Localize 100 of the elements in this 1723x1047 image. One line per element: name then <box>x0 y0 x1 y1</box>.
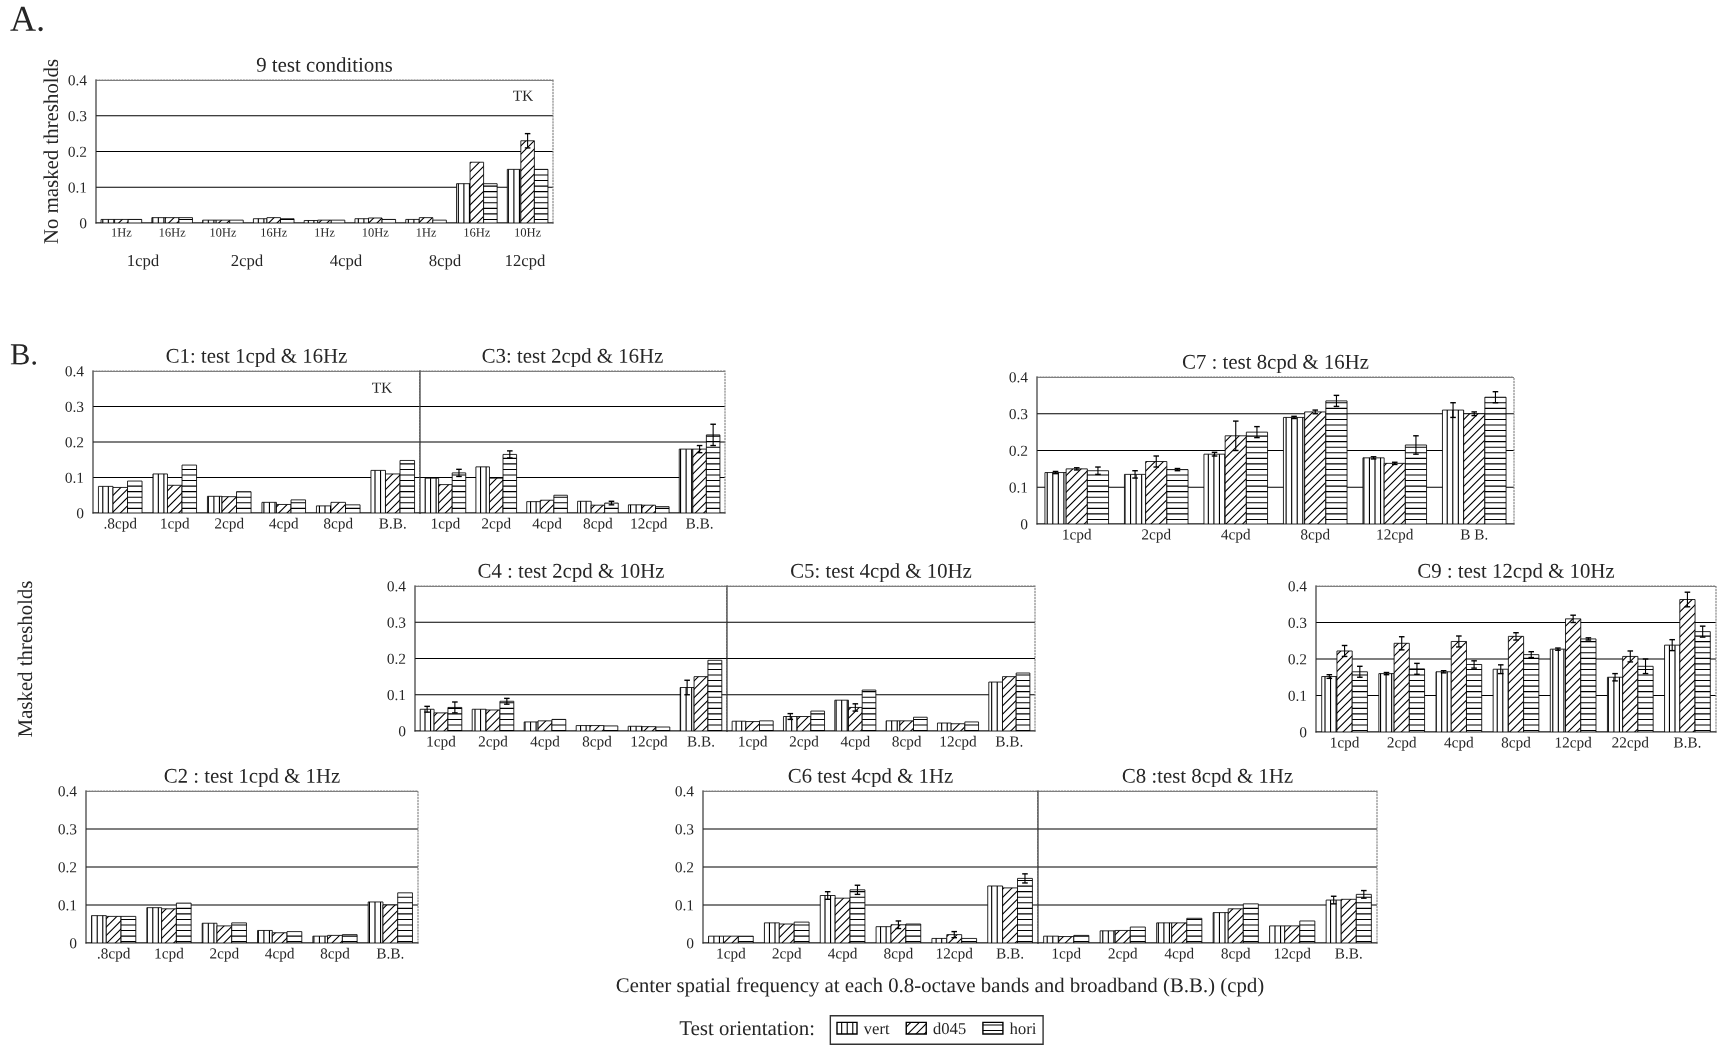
x-tick-label: 16Hz <box>159 228 186 237</box>
x-tick-label: 4cpd <box>265 947 295 962</box>
x-tick-label: 4cpd <box>532 517 562 532</box>
x-tick-label: 1Hz <box>112 228 132 237</box>
y-tick-label: 0.1 <box>387 689 406 701</box>
y-tick-label: 0.4 <box>1288 581 1307 592</box>
x-tick-label: 1Hz <box>315 228 335 237</box>
x-tick-label: B.B. <box>1673 737 1701 748</box>
y-tick-label: 0 <box>398 726 406 737</box>
x-tick-label: 2cpd <box>482 517 511 532</box>
x-tick-label: 1Hz <box>416 228 437 237</box>
y-tick-label: 0.1 <box>1009 482 1028 493</box>
y-tick-label: 0.1 <box>68 182 87 193</box>
x-tick-label: 4cpd <box>1221 528 1251 543</box>
x-tick-label: 8cpd <box>1221 947 1251 962</box>
x-tick-label: 2cpd <box>1142 528 1171 543</box>
x-tick-label: B B. <box>1460 529 1488 540</box>
y-tick-label: 0 <box>1299 727 1307 738</box>
x-tick-label: 1cpd <box>1063 528 1092 543</box>
x-tick-label: 1cpd <box>739 735 768 750</box>
y-tick-label: 0.1 <box>58 900 77 911</box>
x-tick-label: 8cpd <box>320 947 350 962</box>
y-tick-label: 0.2 <box>65 437 84 448</box>
x-tick-label: B.B. <box>379 518 406 529</box>
x-tick-label: 4cpd <box>530 735 560 750</box>
x-tick-label: 12cpd <box>1377 528 1414 543</box>
x-tick-label: 12cpd <box>631 735 668 750</box>
legend-title: Test orientation: <box>679 1021 814 1036</box>
y-tick-label: 0.3 <box>387 617 406 628</box>
y-tick-label: 0.2 <box>58 862 77 873</box>
x-tick-label: 2cpd <box>772 947 802 962</box>
text: 1cpd <box>128 254 159 270</box>
y-tick-label: 0.1 <box>65 472 84 484</box>
x-tick-label: 16Hz <box>261 228 287 237</box>
x-tick-label: 4cpd <box>828 947 858 962</box>
y-tick-label: 0.4 <box>387 581 406 592</box>
text: 4cpd <box>330 254 362 270</box>
chart-title: 9 test conditions <box>256 57 393 72</box>
x-tick-label: 12cpd <box>940 735 977 750</box>
chart-title: C9 : test 12cpd & 10Hz <box>1418 563 1615 583</box>
y-tick-label: 0 <box>69 938 77 949</box>
x-tick-label: 8cpd <box>884 947 914 962</box>
text: 12cpd <box>506 254 546 270</box>
chart-title: C3: test 2cpd & 16Hz <box>482 348 663 368</box>
x-tick-label: 1cpd <box>155 947 184 962</box>
x-tick-label: 2cpd <box>789 735 819 750</box>
x-tick-label: 22cpd <box>1612 736 1649 751</box>
text: A. <box>10 6 43 32</box>
x-tick-label: 10Hz <box>515 228 541 237</box>
x-tick-label: 12cpd <box>1274 947 1311 962</box>
y-tick-label: 0 <box>1020 519 1028 530</box>
y-tick-label: 0.3 <box>675 824 694 835</box>
x-tick-label: 8cpd <box>892 735 922 750</box>
x-tick-label: B.B. <box>686 518 713 529</box>
text: B. <box>10 344 36 365</box>
x-tick-label: .8cpd <box>97 947 131 962</box>
chart-title: C1: test 1cpd & 16Hz <box>166 348 347 368</box>
y-axis-title: Masked thresholds <box>17 581 33 737</box>
y-axis-title: No masked thresholds <box>43 59 59 244</box>
x-tick-label: 8cpd <box>583 517 613 532</box>
x-tick-label: 4cpd <box>1164 947 1194 962</box>
x-tick-label: 12cpd <box>936 947 973 962</box>
y-tick-label: 0.4 <box>1009 372 1028 383</box>
x-tick-label: B.B. <box>996 948 1024 959</box>
text: 2cpd <box>231 254 263 270</box>
x-tick-label: 2cpd <box>478 735 508 750</box>
y-tick-label: 0.3 <box>58 824 77 835</box>
y-tick-label: 0.1 <box>675 900 694 911</box>
y-tick-label: 0.3 <box>65 401 84 413</box>
x-tick-label: 16Hz <box>464 228 491 237</box>
chart-title: C7 : test 8cpd & 16Hz <box>1182 354 1369 374</box>
y-tick-label: 0.3 <box>1288 617 1307 629</box>
legend-label: d045 <box>933 1022 966 1035</box>
text: 8cpd <box>429 254 461 270</box>
x-tick-label: 4cpd <box>269 517 299 532</box>
y-tick-label: 0 <box>76 508 84 519</box>
x-tick-label: B.B. <box>1335 948 1362 959</box>
x-tick-label: 1cpd <box>427 735 456 750</box>
y-tick-label: 0.1 <box>1288 690 1307 702</box>
y-tick-label: 0.2 <box>387 653 406 665</box>
chart-title: C8 :test 8cpd & 1Hz <box>1122 768 1293 788</box>
x-tick-label: B.B. <box>995 736 1023 747</box>
y-tick-label: 0.2 <box>68 146 87 158</box>
chart-title: C6 test 4cpd & 1Hz <box>788 768 953 788</box>
x-tick-label: B.B. <box>376 948 404 959</box>
x-tick-label: 2cpd <box>1387 736 1417 751</box>
x-tick-label: 1cpd <box>431 517 461 532</box>
x-tick-label: 8cpd <box>582 735 612 750</box>
y-tick-label: 0 <box>686 938 694 949</box>
y-tick-label: 0 <box>79 218 87 229</box>
y-tick-label: 0.4 <box>675 786 694 797</box>
y-tick-label: 0.4 <box>65 366 84 377</box>
annotation: TK <box>372 382 393 393</box>
x-tick-label: 1cpd <box>717 947 746 962</box>
x-axis-title: Center spatial frequency at each 0.8-octave bands and broadband (B.B.) (cpd) <box>616 977 1264 997</box>
x-tick-label: 2cpd <box>210 947 239 962</box>
x-tick-label: 10Hz <box>210 228 237 237</box>
y-tick-label: 0.2 <box>1288 654 1307 665</box>
y-tick-label: 0.3 <box>1009 408 1028 420</box>
x-tick-label: 2cpd <box>1108 947 1138 962</box>
